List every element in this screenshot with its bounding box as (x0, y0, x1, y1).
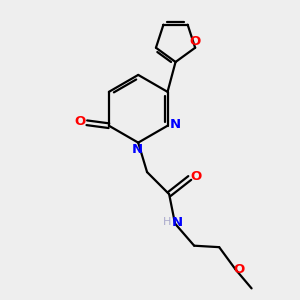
Text: N: N (132, 142, 143, 156)
Text: N: N (172, 216, 183, 229)
Text: O: O (233, 263, 244, 276)
Text: O: O (75, 115, 86, 128)
Text: O: O (189, 35, 200, 48)
Text: O: O (190, 170, 202, 183)
Text: H: H (163, 217, 171, 227)
Text: N: N (169, 118, 181, 131)
